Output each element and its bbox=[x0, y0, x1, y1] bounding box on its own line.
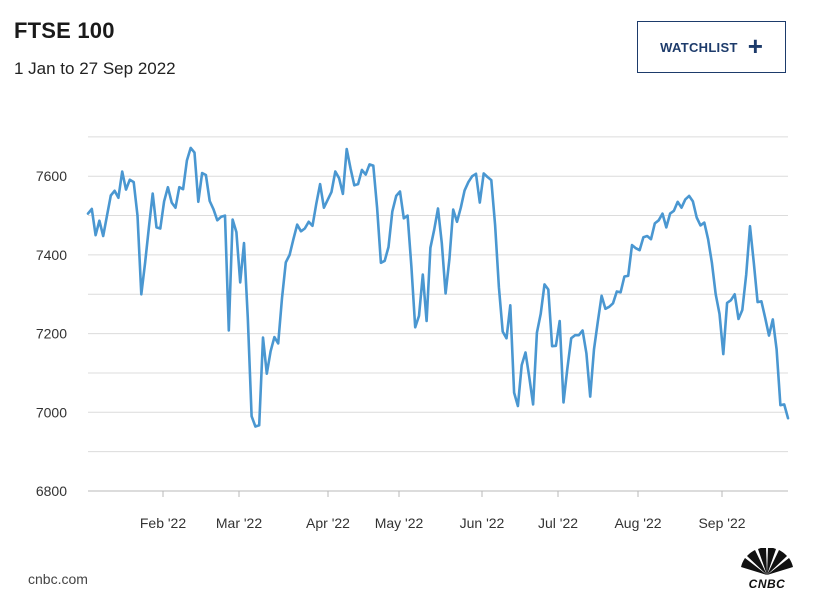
x-tick-label: Apr '22 bbox=[306, 515, 350, 531]
cnbc-peacock-logo bbox=[741, 548, 793, 575]
watchlist-label: WATCHLIST bbox=[660, 39, 738, 55]
y-tick-label: 6800 bbox=[36, 483, 67, 499]
plus-icon: + bbox=[747, 31, 763, 61]
x-tick-label: Aug '22 bbox=[614, 515, 661, 531]
x-tick-label: Mar '22 bbox=[216, 515, 262, 531]
y-tick-label: 7000 bbox=[36, 404, 67, 420]
x-tick-label: Jul '22 bbox=[538, 515, 578, 531]
y-tick-label: 7600 bbox=[36, 168, 67, 184]
date-range-subtitle: 1 Jan to 27 Sep 2022 bbox=[14, 59, 176, 78]
page-title: FTSE 100 bbox=[14, 18, 115, 43]
x-tick-label: Feb '22 bbox=[140, 515, 186, 531]
source-label: cnbc.com bbox=[28, 571, 88, 587]
x-tick-label: Jun '22 bbox=[460, 515, 505, 531]
watchlist-button[interactable]: WATCHLIST + bbox=[637, 21, 786, 73]
y-tick-label: 7400 bbox=[36, 247, 67, 263]
x-tick-label: May '22 bbox=[375, 515, 424, 531]
cnbc-logo-text: CNBC bbox=[748, 577, 786, 591]
y-tick-label: 7200 bbox=[36, 326, 67, 342]
series-line bbox=[86, 146, 790, 428]
x-tick-label: Sep '22 bbox=[698, 515, 745, 531]
